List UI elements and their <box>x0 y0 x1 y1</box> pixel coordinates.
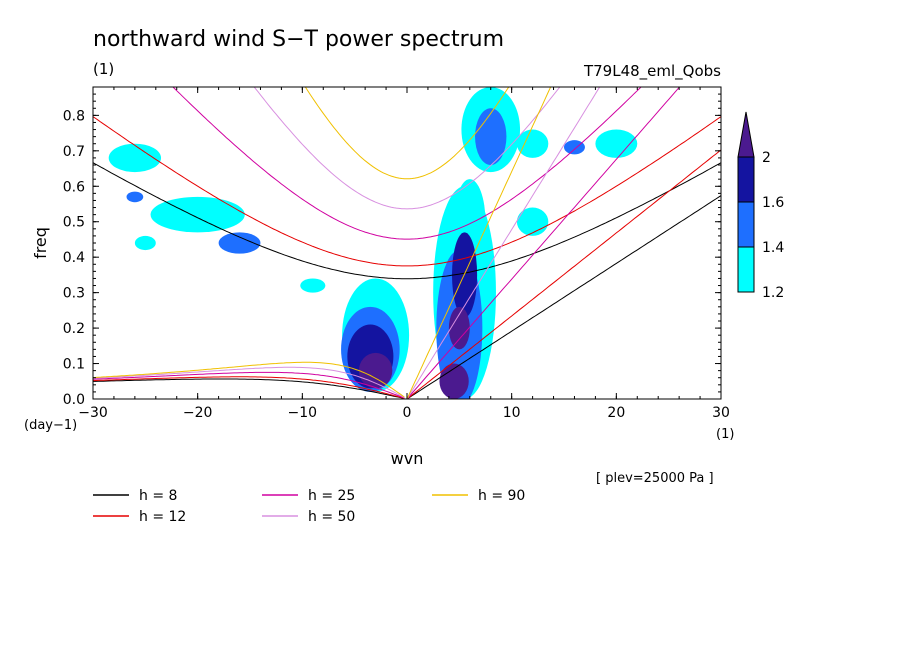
colorbar: 1.2 1.4 1.6 2 <box>737 111 784 301</box>
y-axis-label: freq <box>31 227 50 259</box>
x-tick-label: 0 <box>403 405 412 421</box>
dispersion-line <box>93 162 721 280</box>
contour-blob <box>448 306 470 350</box>
x-tick-label: −20 <box>183 405 213 421</box>
x-tick-label: −30 <box>78 405 108 421</box>
chart-subtitle-left: (1) <box>93 60 114 78</box>
contour-blob <box>516 207 549 236</box>
spectrum-contours <box>108 87 638 399</box>
colorbar-extension <box>737 111 755 158</box>
colorbar-segment <box>737 156 755 203</box>
dispersion-line <box>304 87 510 180</box>
chart-title: northward wind S−T power spectrum <box>93 27 504 52</box>
x-tick-label: 20 <box>607 405 625 421</box>
y-axis-unit: (day−1) <box>24 418 77 433</box>
dispersion-line <box>93 116 721 267</box>
contour-blob <box>108 143 162 173</box>
y-tick-label: 0.3 <box>63 286 85 302</box>
dispersion-line <box>93 378 405 399</box>
contour-blob <box>126 191 144 203</box>
dispersion-curves <box>93 87 721 399</box>
y-tick-label: 0.7 <box>63 144 85 160</box>
contour-blob <box>439 363 469 399</box>
contour-blob <box>134 235 156 251</box>
y-tick-label: 0.5 <box>63 215 85 231</box>
contour-blob <box>150 196 245 233</box>
dispersion-line <box>406 87 681 399</box>
x-tick-label: −10 <box>288 405 318 421</box>
y-tick-label: 0.8 <box>63 108 85 124</box>
colorbar-segment <box>737 201 755 248</box>
colorbar-label: 1.2 <box>762 285 784 301</box>
contour-blob <box>300 278 326 293</box>
legend-label: h = 50 <box>308 509 355 525</box>
contour-blob <box>475 108 507 165</box>
y-tick-label: 0.0 <box>63 392 85 408</box>
contour-blob <box>564 140 585 155</box>
legend: h = 8 h = 12 h = 25 h = 50 h = 90 <box>93 488 525 525</box>
colorbar-label: 1.4 <box>762 240 784 256</box>
plev-annotation: [ plev=25000 Pa ] <box>596 471 714 486</box>
dispersion-line <box>93 376 405 399</box>
y-tick-label: 0.6 <box>63 179 85 195</box>
dispersion-line <box>406 149 721 399</box>
dispersion-line <box>406 87 601 399</box>
colorbar-segment <box>737 246 755 293</box>
x-axis-unit: (1) <box>716 427 734 442</box>
contour-blob <box>218 232 261 254</box>
dispersion-line <box>406 195 721 399</box>
contour-blob <box>516 129 549 158</box>
x-axis-label: wvn <box>391 449 424 468</box>
legend-label: h = 25 <box>308 488 355 504</box>
dispersion-line <box>253 87 561 210</box>
dispersion-line <box>93 361 405 398</box>
colorbar-label: 2 <box>762 150 771 166</box>
legend-label: h = 8 <box>139 488 177 504</box>
dispersion-line <box>93 371 405 399</box>
x-tick-label: 30 <box>712 405 730 421</box>
x-axis-ticks: −30 −20 −10 0 10 20 30 <box>78 87 730 421</box>
dispersion-line <box>93 366 405 399</box>
legend-label: h = 12 <box>139 509 186 525</box>
dispersion-line <box>172 87 642 240</box>
y-axis-ticks: 0.0 0.1 0.2 0.3 0.4 0.5 0.6 0.7 0.8 <box>63 93 721 408</box>
x-tick-label: 10 <box>503 405 521 421</box>
y-tick-label: 0.4 <box>63 250 85 266</box>
dispersion-line <box>406 87 552 399</box>
y-tick-label: 0.2 <box>63 321 85 337</box>
chart-subtitle-right: T79L48_eml_Qobs <box>583 62 721 81</box>
contour-blob <box>595 129 638 158</box>
y-tick-label: 0.1 <box>63 357 85 373</box>
colorbar-label: 1.6 <box>762 195 784 211</box>
legend-label: h = 90 <box>478 488 525 504</box>
